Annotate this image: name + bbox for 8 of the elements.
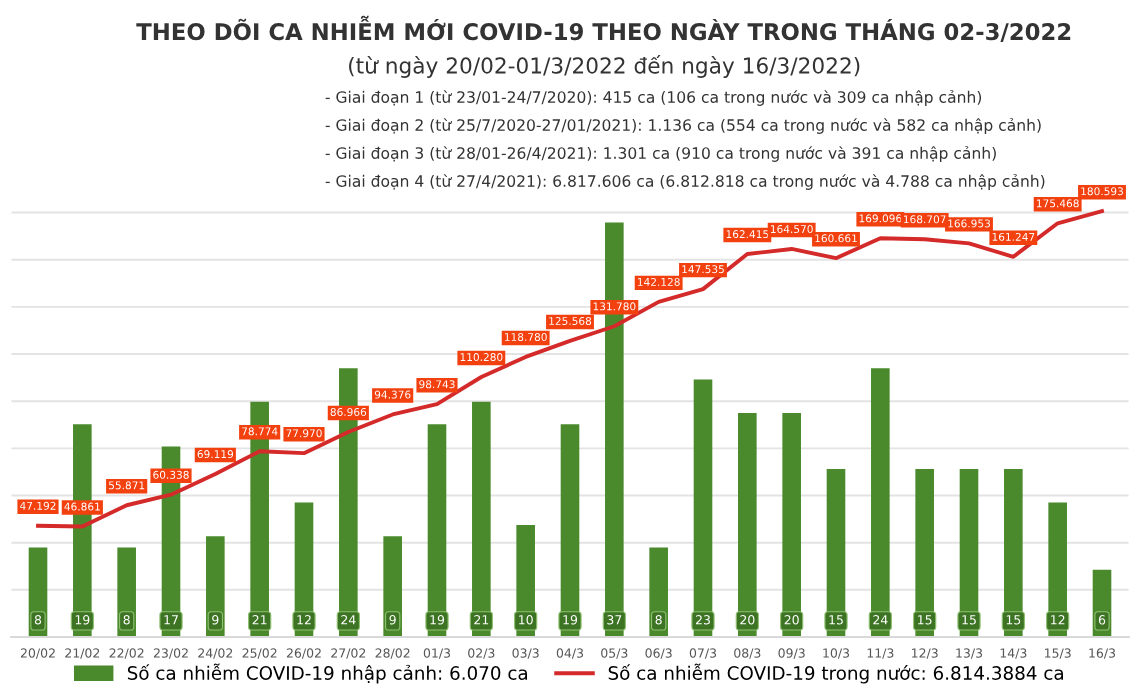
legend-label: Số ca nhiễm COVID-19 nhập cảnh: 6.070 ca — [127, 663, 528, 684]
bar — [738, 413, 757, 637]
chart-subtitle: (từ ngày 20/02-01/3/2022 đến ngày 16/3/2022) — [349, 55, 860, 78]
legend-label: Số ca nhiễm COVID-19 trong nước: 6.814.3884 ca — [608, 663, 1063, 684]
bar — [472, 401, 491, 637]
bar — [871, 368, 890, 637]
chart-title: THEO DÕI CA NHIỄM MỚI COVID-19 THEO NGÀY TRONG THÁNG 02-3/2022 — [136, 15, 1071, 43]
bar — [782, 413, 801, 637]
